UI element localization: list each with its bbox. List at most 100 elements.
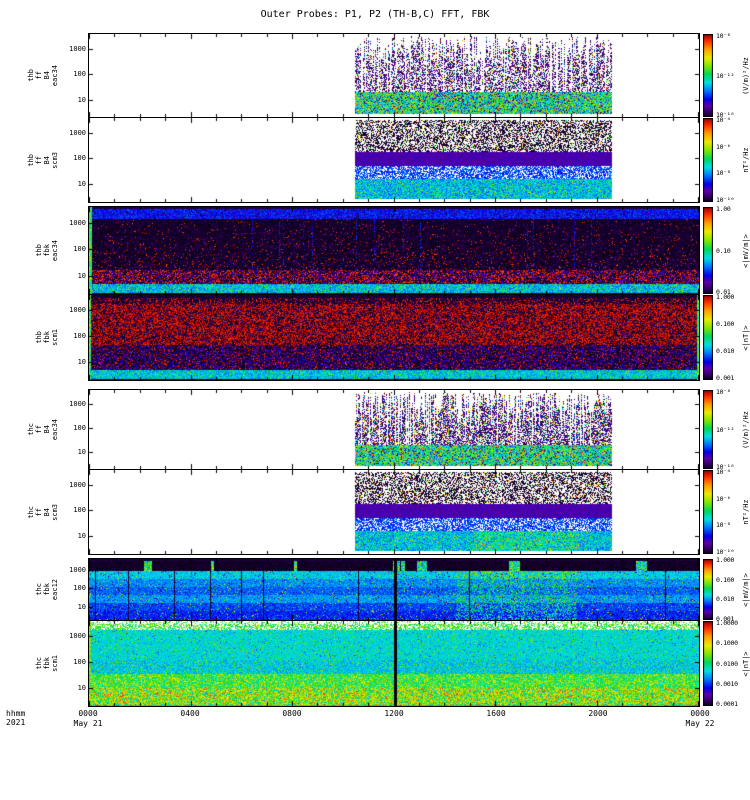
colorbar: 1.0000 0.1000 0.0100 0.0010 0.0001 <|nT|> xyxy=(703,619,750,709)
x-tick-label: 2000 xyxy=(588,709,608,718)
ylabel-line: scm3 xyxy=(51,503,59,521)
y-axis-ticks: 1000 100 10 xyxy=(60,118,86,202)
colorbar-tick-label: 10⁻¹⁶ xyxy=(716,463,735,472)
ylabel-line: thc xyxy=(27,505,35,519)
y-axis-ticks: 1000 100 10 xyxy=(60,34,86,117)
ylabel-line: thb xyxy=(35,331,43,344)
colorbar-tick-label: 0.100 xyxy=(716,575,735,584)
colorbar-ticks: 1.00 0.10 0.01 xyxy=(716,204,742,297)
colorbar: 10⁻⁸ 10⁻¹² 10⁻¹⁶ (V/m)²/Hz xyxy=(703,32,750,120)
panel-thb-fbk-scm1: thb fbk scm1 1000 100 10 1.000 0.100 0.010 0.… xyxy=(35,293,750,383)
colorbar-gradient xyxy=(703,559,713,620)
spectrogram-thc-ff-eac34 xyxy=(89,390,699,469)
colorbar-tick-label: 0.0100 xyxy=(716,659,738,668)
spectrogram-thb-ff-scm3 xyxy=(89,118,699,202)
colorbar-ticks: 1.000 0.100 0.010 0.001 xyxy=(716,556,742,623)
colorbar-gradient xyxy=(703,470,713,554)
colorbar-unit-label: <|nT|> xyxy=(742,324,750,351)
ylabel-line: eac34 xyxy=(51,418,59,441)
y-tick-label: 100 xyxy=(73,657,86,666)
ylabel-line: scm1 xyxy=(51,329,59,346)
ylabel-line: ff xyxy=(35,507,43,517)
colorbar-tick-label: 0.001 xyxy=(716,614,735,623)
colorbar-unit-label: <|nT|> xyxy=(742,650,750,677)
colorbar-ticks: 10⁻⁴ 10⁻⁶ 10⁻⁸ 10⁻¹⁰ xyxy=(716,115,742,205)
colorbar-ticks: 1.000 0.100 0.010 0.001 xyxy=(716,293,742,383)
ylabel-line: ff xyxy=(35,71,43,80)
panel-ylabel: thc ff B4 eac34 xyxy=(27,390,59,469)
ylabel-line: ff xyxy=(35,425,43,434)
colorbar: 10⁻⁸ 10⁻¹² 10⁻¹⁶ (V/m)²/Hz xyxy=(703,388,750,472)
colorbar: 1.000 0.100 0.010 0.001 <|nT|> xyxy=(703,293,750,383)
colorbar-tick-label: 0.001 xyxy=(716,374,735,383)
ylabel-line: B4 xyxy=(43,155,51,165)
panel-thc-ff-scm3: thc ff B4 scm3 1000 100 10 10⁻⁴ 10⁻⁶ 10⁻⁸ 10⁻… xyxy=(27,468,750,557)
colorbar-gradient xyxy=(703,621,713,706)
y-tick-label: 100 xyxy=(73,69,86,78)
colorbar: 10⁻⁴ 10⁻⁶ 10⁻⁸ 10⁻¹⁰ nT²/Hz xyxy=(703,115,750,205)
colorbar: 1.00 0.10 0.01 <|mV/m|> xyxy=(703,204,750,297)
y-tick-label: 100 xyxy=(73,154,86,163)
colorbar-tick-label: 1.00 xyxy=(716,204,731,213)
colorbar-tick-label: 10⁻¹² xyxy=(716,425,735,434)
colorbar-ticks: 10⁻⁸ 10⁻¹² 10⁻¹⁶ xyxy=(716,388,742,472)
spectrogram-thc-ff-scm3 xyxy=(89,470,699,554)
y-tick-label: 10 xyxy=(77,358,86,367)
x-axis-year-label: 2021 xyxy=(6,718,26,727)
x-tick-label: 0000 xyxy=(78,709,98,718)
colorbar-gradient xyxy=(703,295,713,380)
ylabel-line: thc xyxy=(35,583,43,596)
y-tick-label: 10 xyxy=(77,448,86,457)
colorbar-tick-label: 0.1000 xyxy=(716,639,738,648)
y-tick-label: 10 xyxy=(77,180,86,189)
spectrogram-thb-ff-eac34 xyxy=(89,34,699,117)
colorbar-ticks: 10⁻⁸ 10⁻¹² 10⁻¹⁶ xyxy=(716,32,742,120)
figure-title: Outer Probes: P1, P2 (TH-B,C) FFT, FBK xyxy=(260,9,490,20)
y-tick-label: 100 xyxy=(73,331,86,340)
colorbar-tick-label: 0.01 xyxy=(716,288,731,297)
colorbar-ticks: 1.0000 0.1000 0.0100 0.0010 0.0001 xyxy=(716,619,742,709)
ylabel-line: thc xyxy=(35,657,43,670)
panel-thb-ff-eac34: thb ff B4 eac34 1000 100 10 10⁻⁸ 10⁻¹² 10⁻¹⁶… xyxy=(27,32,750,120)
colorbar-tick-label: 10⁻⁴ xyxy=(716,467,731,476)
time-axis: hhmm 2021 0000 May 21 0400 0800 1200 1600 2000… xyxy=(0,707,750,747)
ylabel-line: fbk xyxy=(43,331,51,344)
colorbar-gradient xyxy=(703,207,713,294)
ylabel-line: thb xyxy=(35,244,43,257)
colorbar-tick-label: 0.0001 xyxy=(716,700,738,709)
y-tick-label: 1000 xyxy=(69,481,86,490)
y-tick-label: 1000 xyxy=(69,400,86,409)
colorbar: 10⁻⁴ 10⁻⁶ 10⁻⁸ 10⁻¹⁰ nT²/Hz xyxy=(703,467,750,557)
spectrogram-thc-fbk-eac12 xyxy=(89,559,699,620)
panel-ylabel: thc fbk eac12 xyxy=(35,559,59,620)
colorbar-unit-label: (V/m)²/Hz xyxy=(742,56,750,95)
panel-ylabel: thb ff B4 eac34 xyxy=(27,34,59,117)
y-axis-ticks: 1000 100 10 xyxy=(60,390,86,469)
y-axis-ticks: 1000 100 10 xyxy=(60,295,86,380)
panel-ylabel: thb fbk scm1 xyxy=(35,295,59,380)
y-tick-label: 100 xyxy=(73,244,86,253)
y-tick-label: 1000 xyxy=(69,565,86,574)
y-axis-ticks: 1000 100 10 xyxy=(60,559,86,620)
panel-ylabel: thc ff B4 scm3 xyxy=(27,470,59,554)
ylabel-line: eac12 xyxy=(51,578,59,601)
x-tick-label: 0800 xyxy=(282,709,302,718)
y-tick-label: 1000 xyxy=(69,632,86,641)
y-tick-label: 10 xyxy=(77,271,86,280)
ylabel-line: B4 xyxy=(43,71,51,80)
y-tick-label: 10 xyxy=(77,603,86,612)
panel-ylabel: thc fbk scm1 xyxy=(35,621,59,706)
ylabel-line: eac34 xyxy=(51,64,59,87)
panel-thc-ff-eac34: thc ff B4 eac34 1000 100 10 10⁻⁸ 10⁻¹² 10⁻¹⁶… xyxy=(27,388,750,472)
ylabel-line: thb xyxy=(27,153,35,167)
colorbar-gradient xyxy=(703,118,713,202)
spectrogram-thc-fbk-scm1 xyxy=(89,621,699,706)
panel-thb-fbk-eac34: thb fbk eac34 1000 100 10 1.00 0.10 0.01 <|m… xyxy=(35,205,750,297)
ylabel-line: scm3 xyxy=(51,151,59,169)
spectrogram-thb-fbk-eac34 xyxy=(89,207,699,294)
colorbar-tick-label: 10⁻⁴ xyxy=(716,115,731,124)
colorbar-tick-label: 10⁻¹⁰ xyxy=(716,196,735,205)
colorbar-ticks: 10⁻⁴ 10⁻⁶ 10⁻⁸ 10⁻¹⁰ xyxy=(716,467,742,557)
y-tick-label: 10 xyxy=(77,684,86,693)
colorbar: 1.000 0.100 0.010 0.001 <|mV/m|> xyxy=(703,556,750,623)
